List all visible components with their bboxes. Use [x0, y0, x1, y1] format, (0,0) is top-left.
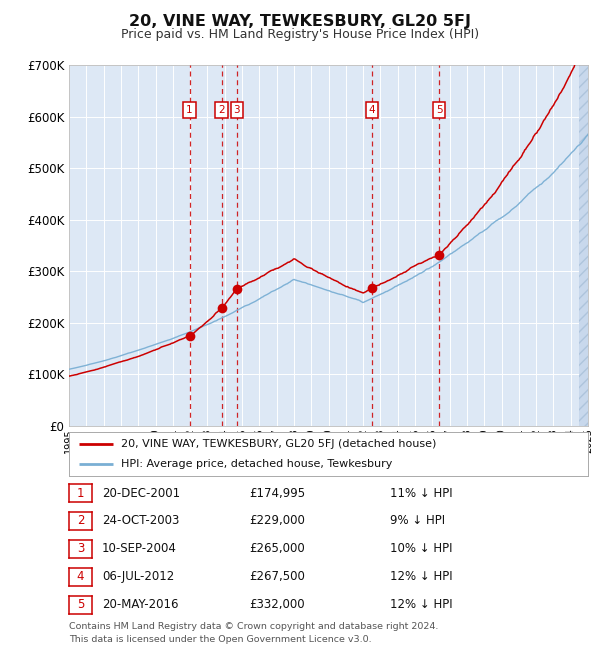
Text: 11% ↓ HPI: 11% ↓ HPI	[390, 486, 452, 499]
Text: £267,500: £267,500	[249, 571, 305, 584]
Text: 20-MAY-2016: 20-MAY-2016	[102, 598, 179, 611]
Text: 4: 4	[77, 571, 84, 584]
Text: Price paid vs. HM Land Registry's House Price Index (HPI): Price paid vs. HM Land Registry's House …	[121, 28, 479, 41]
Text: £265,000: £265,000	[249, 542, 305, 555]
Text: 2: 2	[218, 105, 225, 115]
Text: 3: 3	[77, 542, 84, 555]
Text: Contains HM Land Registry data © Crown copyright and database right 2024.
This d: Contains HM Land Registry data © Crown c…	[69, 622, 439, 644]
Text: 1: 1	[186, 105, 193, 115]
Text: 20, VINE WAY, TEWKESBURY, GL20 5FJ (detached house): 20, VINE WAY, TEWKESBURY, GL20 5FJ (deta…	[121, 439, 436, 448]
Text: 12% ↓ HPI: 12% ↓ HPI	[390, 598, 452, 611]
Text: 1: 1	[77, 486, 84, 499]
Text: £229,000: £229,000	[249, 515, 305, 528]
Text: £174,995: £174,995	[249, 486, 305, 499]
Text: £332,000: £332,000	[249, 598, 305, 611]
Text: 24-OCT-2003: 24-OCT-2003	[102, 515, 179, 528]
Text: 4: 4	[369, 105, 376, 115]
Text: 10-SEP-2004: 10-SEP-2004	[102, 542, 177, 555]
Text: 5: 5	[77, 598, 84, 611]
Text: 10% ↓ HPI: 10% ↓ HPI	[390, 542, 452, 555]
Text: 3: 3	[233, 105, 240, 115]
Text: HPI: Average price, detached house, Tewkesbury: HPI: Average price, detached house, Tewk…	[121, 459, 392, 469]
Text: 2: 2	[77, 515, 84, 528]
Text: 06-JUL-2012: 06-JUL-2012	[102, 571, 174, 584]
Text: 9% ↓ HPI: 9% ↓ HPI	[390, 515, 445, 528]
Text: 20-DEC-2001: 20-DEC-2001	[102, 486, 180, 499]
Text: 5: 5	[436, 105, 442, 115]
Text: 20, VINE WAY, TEWKESBURY, GL20 5FJ: 20, VINE WAY, TEWKESBURY, GL20 5FJ	[129, 14, 471, 29]
Bar	[580, 65, 588, 426]
Text: 12% ↓ HPI: 12% ↓ HPI	[390, 571, 452, 584]
